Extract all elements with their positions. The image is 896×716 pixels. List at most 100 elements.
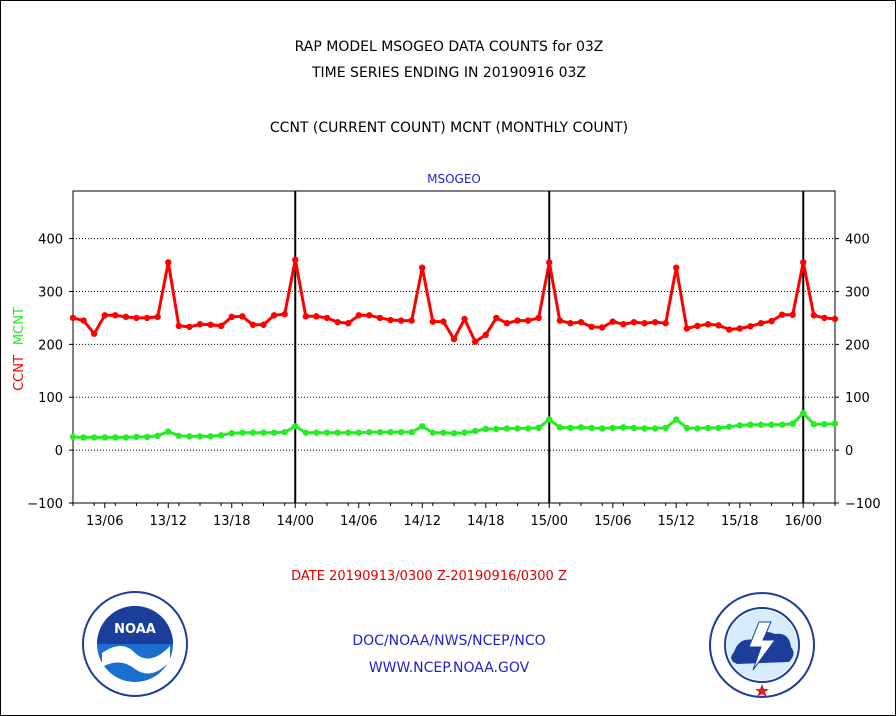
ccnt-point	[344, 320, 352, 327]
y-axis-label-mcnt: MCNT	[12, 307, 27, 345]
ccnt-point	[831, 315, 839, 323]
ccnt-point	[747, 323, 754, 330]
mcnt-point	[313, 429, 320, 436]
mcnt-point	[207, 433, 214, 440]
agency-path[interactable]: DOC/NOAA/NWS/NCEP/NCO	[352, 633, 546, 649]
ccnt-point	[217, 322, 225, 330]
ccnt-point	[514, 317, 521, 324]
y-tick-label-right: 300	[845, 285, 870, 300]
ccnt-point	[800, 259, 807, 266]
ccnt-point	[239, 313, 246, 320]
ccnt-point	[789, 311, 796, 318]
mcnt-point	[344, 429, 352, 436]
ccnt-point	[260, 321, 267, 328]
plot-frame	[72, 190, 836, 504]
mcnt-point	[694, 425, 701, 432]
mcnt-point	[292, 423, 299, 430]
mcnt-point	[630, 424, 638, 432]
mcnt-point	[397, 428, 405, 436]
ccnt-point	[154, 313, 161, 321]
ccnt-series-line	[72, 258, 836, 344]
ccnt-point	[662, 320, 669, 327]
x-tick-label: 16/00	[785, 514, 822, 529]
ccnt-point	[577, 318, 585, 326]
x-tick-label: 15/00	[531, 514, 568, 529]
mcnt-point	[535, 424, 542, 432]
mcnt-point	[609, 424, 616, 432]
mcnt-point	[133, 433, 140, 441]
ccnt-point	[207, 321, 214, 328]
mcnt-point	[281, 428, 288, 436]
mcnt-point	[366, 428, 373, 436]
ccnt-point	[440, 318, 447, 325]
series-description: CCNT (CURRENT COUNT) MCNT (MONTHLY COUNT…	[269, 120, 629, 136]
mcnt-point	[503, 425, 511, 432]
mcnt-point	[482, 425, 489, 433]
noaa-logo-icon: NOAA	[82, 591, 188, 697]
ccnt-point	[408, 317, 415, 324]
y-tick-label-left: 200	[38, 338, 63, 353]
y-tick-label-right: −100	[845, 497, 881, 512]
ccnt-point	[450, 335, 458, 343]
mcnt-point	[821, 421, 828, 428]
ccnt-point	[694, 322, 701, 330]
mcnt-point	[673, 416, 680, 423]
ccnt-point	[471, 338, 479, 345]
x-tick-label: 14/06	[340, 514, 377, 529]
nws-logo-icon	[709, 592, 815, 698]
mcnt-point	[387, 428, 394, 436]
ccnt-point	[228, 313, 235, 321]
y-tick-label-left: 100	[38, 391, 63, 406]
ccnt-point	[376, 314, 384, 322]
website-link[interactable]: WWW.NCEP.NOAA.GOV	[368, 660, 530, 676]
ccnt-point	[122, 313, 130, 321]
mcnt-point	[450, 429, 458, 437]
ccnt-point	[249, 321, 257, 328]
mcnt-point	[514, 425, 521, 432]
mcnt-point	[598, 425, 606, 432]
mcnt-point	[440, 429, 447, 436]
mcnt-point	[757, 421, 765, 428]
x-axis-label: DATE 20190913/0300 Z-20190916/0300 Z	[291, 569, 567, 584]
mcnt-point	[778, 421, 786, 428]
mcnt-point	[186, 433, 193, 440]
mcnt-point	[736, 422, 743, 429]
mcnt-point	[662, 424, 669, 432]
ccnt-point	[313, 313, 320, 320]
mcnt-point	[260, 429, 267, 436]
page-title: RAP MODEL MSOGEO DATA COUNTS for 03Z	[294, 39, 604, 55]
mcnt-point	[69, 433, 77, 441]
y-tick-label-right: 0	[845, 444, 853, 459]
mcnt-point	[747, 421, 754, 428]
ccnt-point	[133, 314, 140, 322]
mcnt-point	[228, 429, 235, 437]
mcnt-point	[196, 433, 204, 440]
ccnt-point	[323, 314, 331, 322]
ccnt-point	[704, 321, 712, 328]
y-axis-label-ccnt: CCNT	[12, 355, 27, 391]
ccnt-point	[175, 322, 183, 330]
ccnt-point	[281, 311, 288, 318]
ccnt-point	[186, 323, 193, 331]
ccnt-point	[651, 318, 659, 326]
ccnt-point	[683, 325, 691, 332]
mcnt-point	[493, 425, 500, 433]
ccnt-point	[757, 320, 765, 327]
ccnt-point	[768, 317, 775, 325]
ccnt-point	[419, 264, 426, 271]
y-axis-label: CCNT MCNT	[12, 307, 27, 391]
x-tick-label: 14/00	[277, 514, 314, 529]
mcnt-point	[334, 429, 341, 436]
mcnt-point	[461, 429, 468, 436]
mcnt-point	[810, 421, 818, 428]
page-subtitle: TIME SERIES ENDING IN 20190916 03Z	[312, 65, 586, 81]
mcnt-point	[355, 429, 362, 436]
mcnt-point	[90, 434, 98, 441]
ccnt-point	[461, 315, 468, 323]
y-tick-label-left: 0	[55, 444, 63, 459]
ccnt-point	[641, 320, 648, 327]
y-tick-label-left: −100	[27, 497, 63, 512]
ccnt-point	[503, 320, 511, 327]
ccnt-point	[620, 321, 627, 328]
